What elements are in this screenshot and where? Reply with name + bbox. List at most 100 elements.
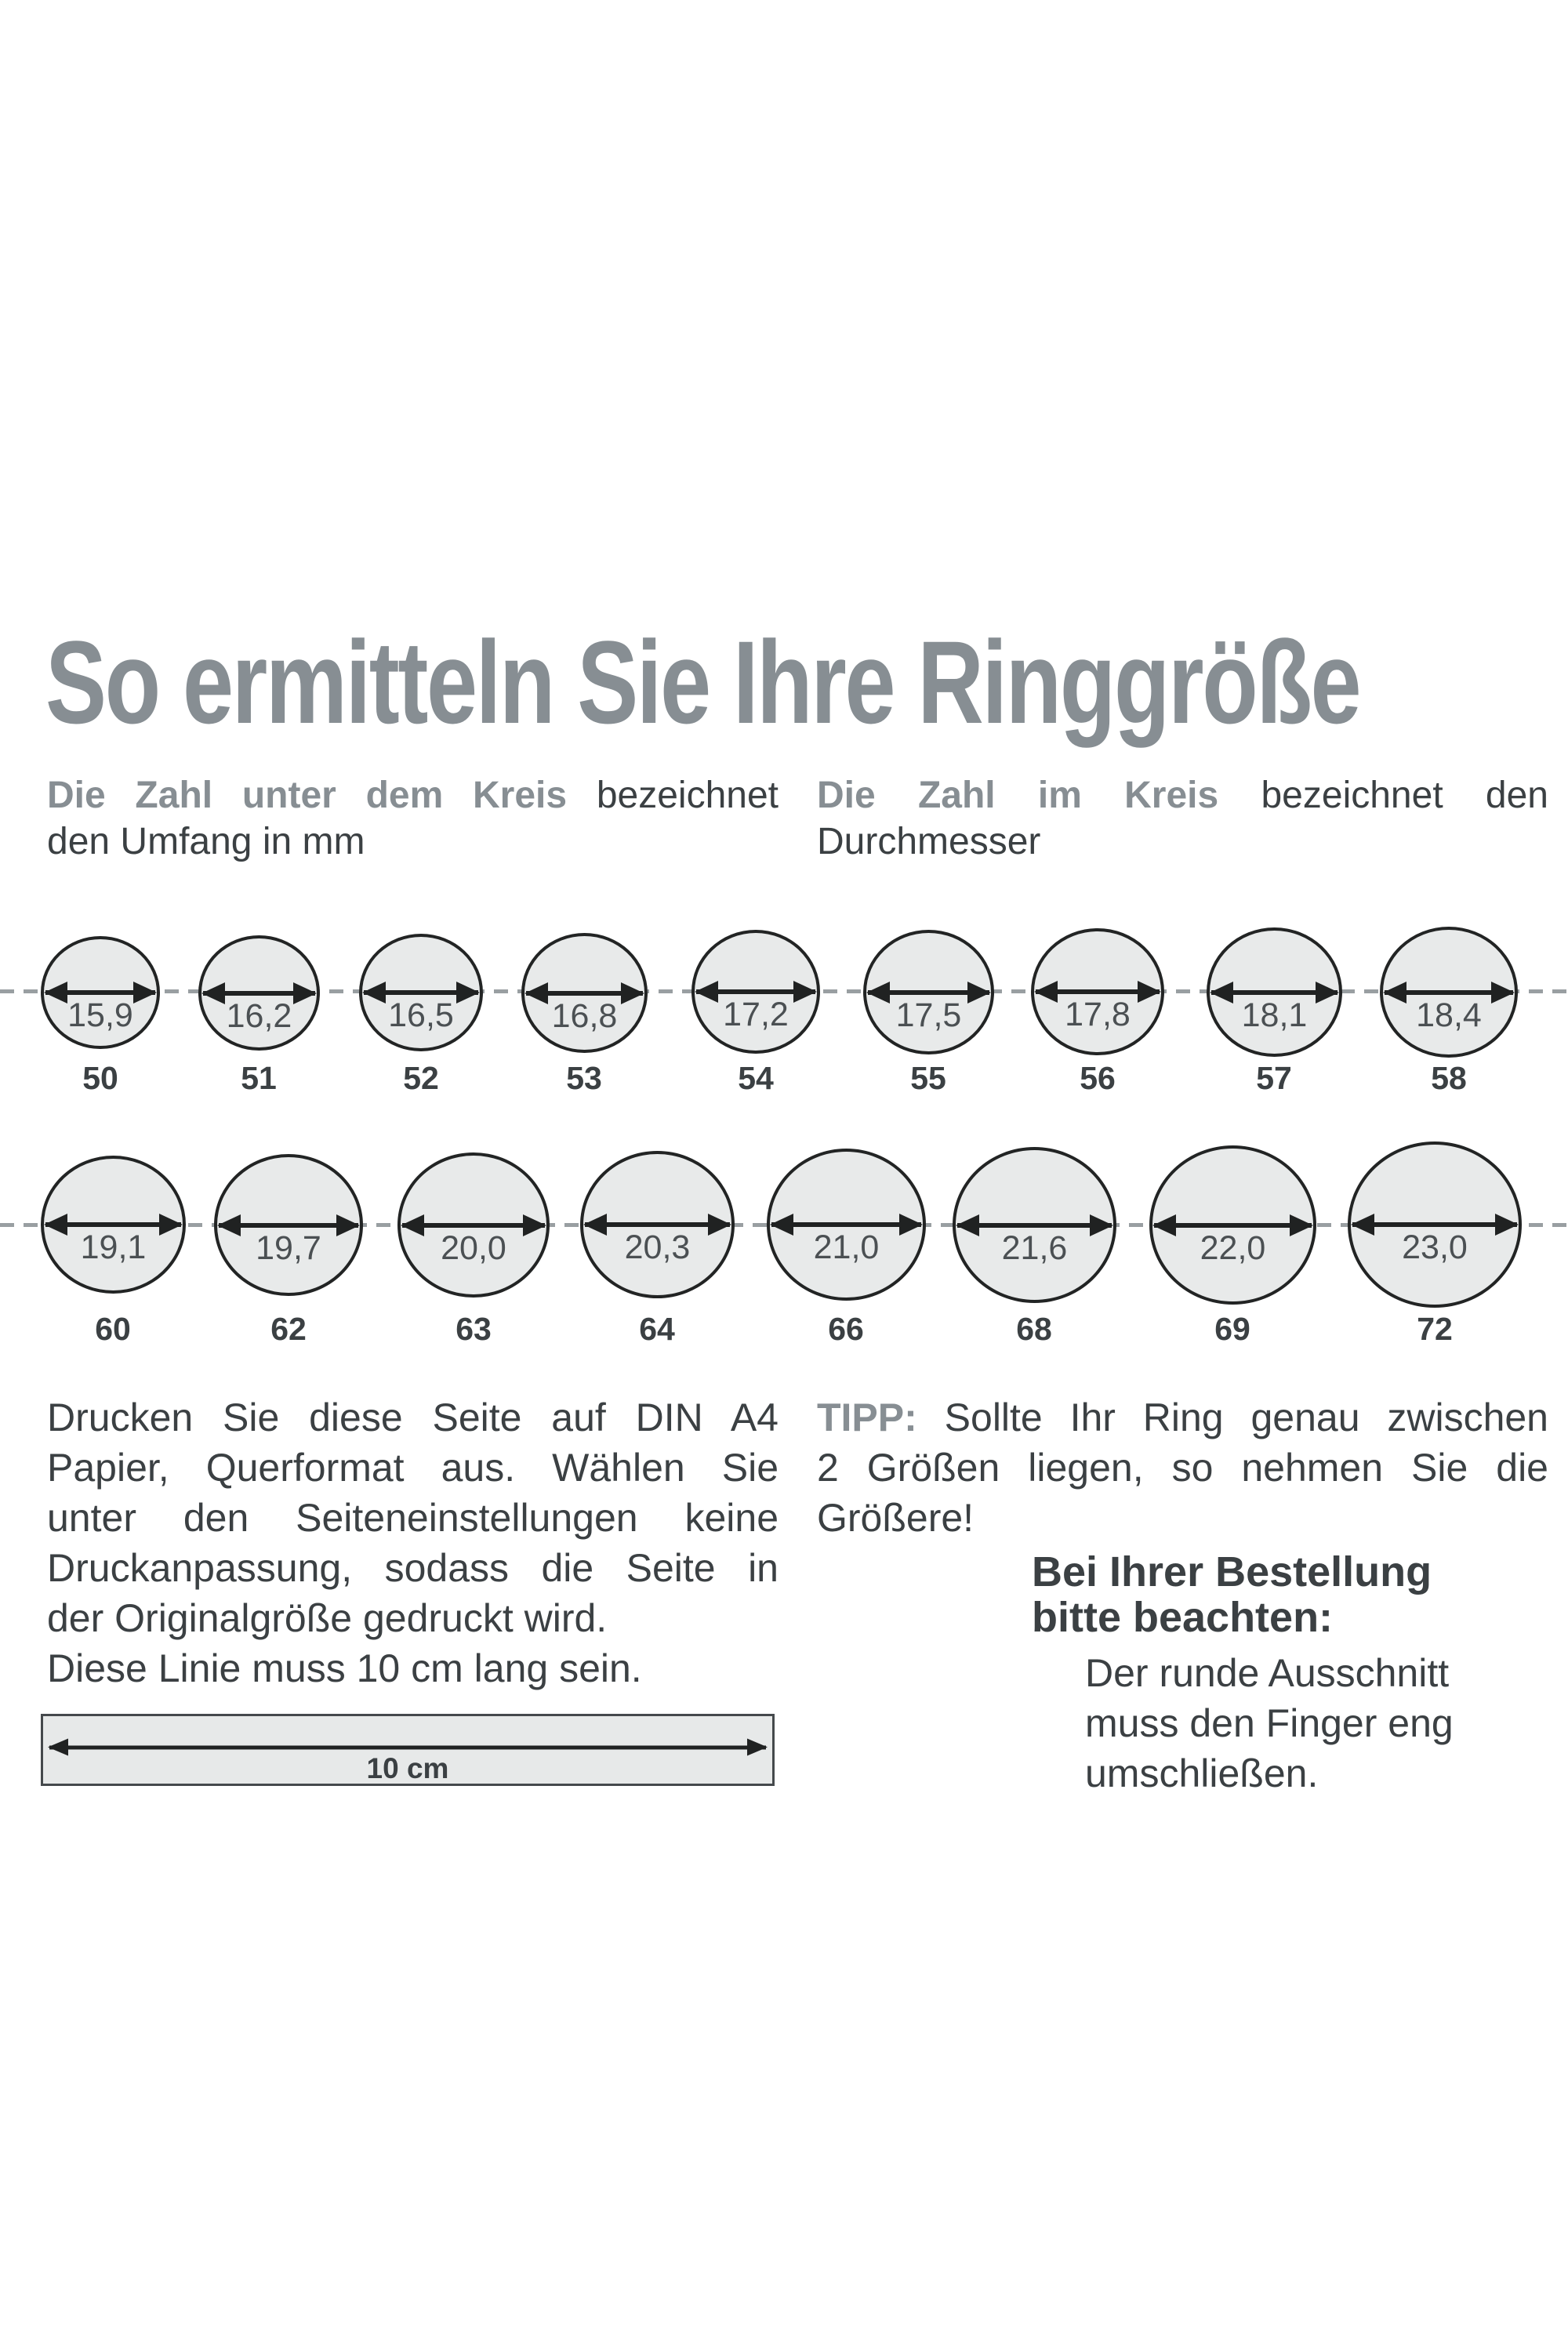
ring-size-value: 69 [1214, 1311, 1250, 1347]
tip-block: TIPP: Sollte Ihr Ring genau zwischen 2 G… [817, 1392, 1548, 1543]
tip-line: TIPP: Sollte Ihr Ring genau zwischen [817, 1392, 1548, 1443]
ring-circle-52: 16,5 [359, 934, 483, 1051]
ring-size-value: 68 [1016, 1311, 1052, 1347]
diameter-value: 16,5 [388, 996, 454, 1034]
ring-size-value: 52 [403, 1060, 439, 1096]
ruler-label: 10 cm [366, 1751, 449, 1784]
diameter-arrow-icon [402, 1222, 545, 1228]
ring-circle-66: 21,0 [767, 1149, 926, 1301]
legend-circumference: Die Zahl unter dem Kreis bezeichnet den … [47, 772, 779, 865]
diameter-value: 17,2 [723, 996, 789, 1033]
diameter-arrow-icon [219, 1222, 358, 1228]
legend-line: Durchmesser [817, 821, 1041, 862]
diameter-arrow-icon [45, 1222, 181, 1227]
diameter-value: 21,0 [813, 1229, 880, 1266]
diameter-arrow-icon [45, 990, 155, 995]
diameter-arrow-icon [1385, 989, 1513, 995]
diameter-arrow-icon [868, 989, 989, 995]
ring-size-value: 57 [1256, 1060, 1292, 1096]
order-note-body-line: umschließen. [1085, 1751, 1319, 1795]
ring-size-value: 64 [639, 1311, 675, 1347]
ring-circle-68: 21,6 [953, 1147, 1116, 1303]
diameter-arrow-icon [1154, 1222, 1312, 1228]
diameter-value: 19,1 [80, 1229, 147, 1266]
diameter-arrow-icon [1211, 989, 1338, 995]
ring-size-value: 62 [270, 1311, 307, 1347]
ring-size-value: 51 [241, 1060, 277, 1096]
diameter-value: 15,9 [67, 996, 133, 1034]
diameter-value: 21,6 [1001, 1229, 1068, 1267]
tip-label: TIPP: [817, 1396, 917, 1439]
page-title-text: So ermitteln Sie Ihre Ringgröße [45, 616, 1362, 748]
ring-size-value: 63 [456, 1311, 492, 1347]
legend-highlight: Die Zahl im Kreis [817, 775, 1219, 816]
legend-rest: bezeichnet den [1261, 775, 1548, 816]
legend-highlight: Die Zahl unter dem Kreis [47, 775, 568, 816]
instruction-line: Diese Linie muss 10 cm lang sein. [47, 1646, 642, 1690]
order-note-heading: Bei Ihrer Bestellung bitte beachten: [1032, 1549, 1565, 1640]
ring-circle-57: 18,1 [1207, 927, 1342, 1057]
tip-text: Sollte Ihr Ring genau zwischen [944, 1396, 1548, 1439]
ring-circle-58: 18,4 [1380, 927, 1518, 1058]
order-note-body: Der runde Ausschnitt muss den Finger eng… [1085, 1648, 1565, 1798]
legend-line: den Umfang in mm [47, 821, 365, 862]
diameter-arrow-icon [696, 989, 815, 994]
ring-size-value: 53 [566, 1060, 602, 1096]
legend-line: Die Zahl im Kreis bezeichnet den [817, 772, 1548, 818]
diameter-value: 19,7 [256, 1229, 321, 1267]
diameter-value: 17,8 [1065, 996, 1131, 1033]
diameter-value: 16,2 [226, 996, 292, 1035]
diameter-value: 18,1 [1241, 996, 1308, 1034]
diameter-value: 20,0 [441, 1229, 506, 1267]
ring-size-value: 56 [1080, 1060, 1116, 1096]
ruler-arrow-icon [49, 1745, 766, 1750]
diameter-value: 20,3 [624, 1229, 691, 1266]
instruction-line: Druckanpassung, sodass die Seite in [47, 1546, 779, 1590]
diameter-value: 23,0 [1402, 1229, 1468, 1266]
page-title: So ermitteln Sie Ihre Ringgröße [45, 623, 1568, 741]
ring-circle-51: 16,2 [198, 935, 320, 1051]
ring-circle-72: 23,0 [1348, 1142, 1522, 1308]
ring-circle-55: 17,5 [863, 930, 994, 1054]
legend-rest: bezeichnet [596, 775, 779, 816]
ring-size-value: 58 [1431, 1060, 1467, 1096]
ring-size-value: 50 [82, 1060, 118, 1096]
ring-circle-50: 15,9 [41, 936, 160, 1049]
ring-circle-69: 22,0 [1149, 1145, 1316, 1305]
ring-circle-56: 17,8 [1031, 928, 1164, 1055]
diameter-arrow-icon [771, 1222, 921, 1227]
ring-size-value: 55 [910, 1060, 946, 1096]
legend-diameter: Die Zahl im Kreis bezeichnet den Durchme… [817, 772, 1548, 865]
diameter-arrow-icon [957, 1222, 1112, 1228]
diameter-arrow-icon [526, 990, 643, 996]
order-note-body-line: muss den Finger eng [1085, 1701, 1454, 1745]
ring-size-value: 66 [828, 1311, 864, 1347]
diameter-value: 17,5 [895, 996, 962, 1034]
ring-circle-62: 19,7 [214, 1154, 363, 1296]
ruler-10cm: 10 cm [41, 1714, 775, 1786]
diameter-value: 16,8 [551, 996, 618, 1035]
ring-size-value: 72 [1417, 1311, 1453, 1347]
print-instructions: Drucken Sie diese Seite auf DIN A4 Papie… [47, 1392, 779, 1693]
instruction-line: unter den Seiteneinstellungen keine [47, 1496, 779, 1540]
ring-circle-54: 17,2 [691, 930, 820, 1054]
order-note-heading-line: Bei Ihrer Bestellung [1032, 1548, 1432, 1595]
order-note-body-line: Der runde Ausschnitt [1085, 1651, 1450, 1695]
diameter-value: 18,4 [1416, 996, 1482, 1034]
ring-circle-63: 20,0 [397, 1152, 550, 1298]
ring-circle-53: 16,8 [521, 933, 648, 1053]
order-note-heading-line: bitte beachten: [1032, 1594, 1334, 1641]
instruction-line: Papier, Querformat aus. Wählen Sie [47, 1446, 779, 1490]
instruction-line: der Originalgröße gedruckt wird. [47, 1596, 608, 1640]
diameter-arrow-icon [1352, 1222, 1517, 1227]
diameter-arrow-icon [1036, 989, 1160, 994]
ring-size-value: 54 [738, 1060, 774, 1096]
instruction-line: Drucken Sie diese Seite auf DIN A4 [47, 1396, 779, 1439]
ring-circle-64: 20,3 [580, 1151, 735, 1298]
diameter-arrow-icon [364, 990, 478, 995]
tip-line: 2 Größen liegen, so nehmen Sie die [817, 1446, 1548, 1490]
ring-size-value: 60 [95, 1311, 131, 1347]
tip-line: Größere! [817, 1496, 975, 1540]
diameter-value: 22,0 [1200, 1229, 1266, 1267]
